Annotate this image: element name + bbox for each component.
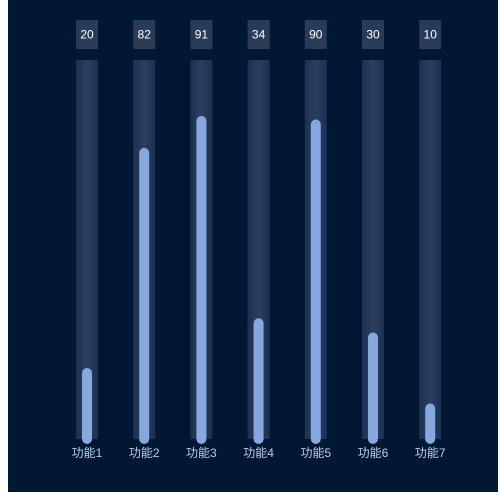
value-label-box <box>76 20 98 49</box>
x-tick-label: 功能7 <box>415 446 446 460</box>
x-tick-label: 功能3 <box>186 446 217 460</box>
bar <box>368 332 378 444</box>
data-label: 10 <box>424 28 438 42</box>
bar-track <box>76 60 98 439</box>
data-label: 91 <box>195 28 209 42</box>
data-label: 34 <box>252 28 266 42</box>
bar-track <box>419 60 442 439</box>
value-label-box <box>133 20 156 49</box>
x-tick-label: 功能1 <box>72 446 103 460</box>
bar-chart: 20 82 91 34 90 30 10 功能1 功能2 功能3 功能4 功能5 功能6 功能7 <box>72 20 446 460</box>
x-tick-label: 功能2 <box>129 446 160 460</box>
bar <box>310 119 321 444</box>
chart-background: 20 82 91 34 90 30 10 功能1 功能2 功能3 功能4 功能5 功能6 功能7 <box>8 0 498 492</box>
bar-track <box>362 60 384 439</box>
bar <box>196 115 207 444</box>
data-label: 90 <box>309 28 323 42</box>
value-label-box <box>419 20 442 49</box>
data-label: 82 <box>138 28 152 42</box>
bar-track <box>247 60 270 439</box>
value-label-box <box>247 20 270 49</box>
data-label: 20 <box>80 28 94 42</box>
x-tick-label: 功能5 <box>300 446 331 460</box>
value-label-box <box>362 20 384 49</box>
bar <box>82 368 92 444</box>
bar <box>253 318 264 444</box>
bar <box>139 147 150 444</box>
x-tick-label: 功能6 <box>358 446 389 460</box>
data-label: 30 <box>366 28 380 42</box>
value-label-box <box>190 20 213 49</box>
x-tick-label: 功能4 <box>243 446 274 460</box>
bar <box>425 403 436 444</box>
value-label-box <box>304 20 327 49</box>
